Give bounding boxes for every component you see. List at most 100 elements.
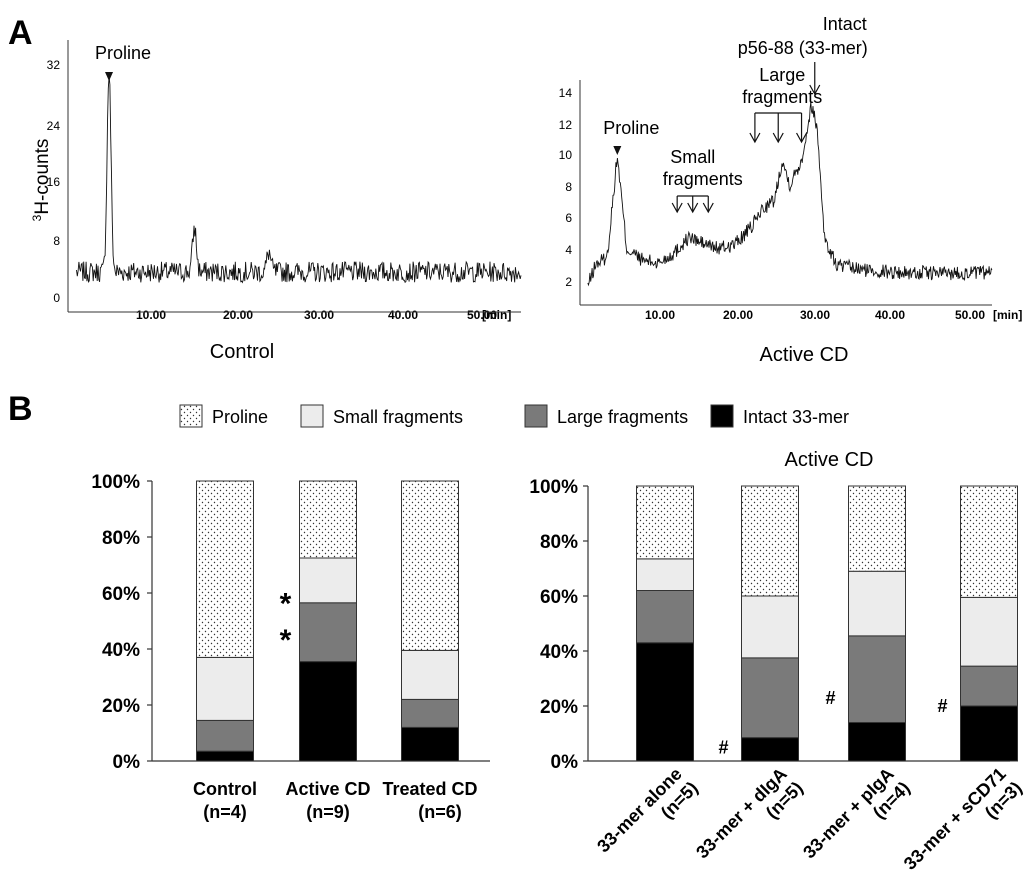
annotation-label: Small bbox=[670, 147, 715, 167]
significance-marker: # bbox=[825, 688, 835, 708]
y-tick-label: 80% bbox=[540, 532, 578, 553]
bar-segment bbox=[299, 602, 357, 663]
annotation-arrowhead bbox=[809, 84, 821, 96]
chromatogram-active-cd: 10.00 20.00 30.00 40.00 50.00 2 4 6 8 10 12 14 Pro… bbox=[559, 14, 1023, 366]
bar-segment bbox=[196, 656, 254, 721]
y-tick-label: 16 bbox=[47, 175, 61, 189]
bar-segment bbox=[196, 719, 254, 752]
annotation-label: Proline bbox=[603, 118, 659, 138]
y-tick-label: 24 bbox=[47, 119, 61, 133]
chart-caption: Active CD bbox=[760, 344, 849, 366]
y-tick-label: 100% bbox=[91, 472, 140, 493]
y-tick-label: 60% bbox=[102, 584, 140, 605]
y-tick-label: 40% bbox=[540, 642, 578, 663]
chromatogram-trace bbox=[587, 102, 993, 287]
bar-segment bbox=[401, 726, 459, 762]
significance-marker: * bbox=[280, 587, 292, 620]
bar-segment bbox=[636, 485, 694, 560]
bar-chart-groups: 0% 20% 40% 60% 80% 100% Control (n=4) Active CD (… bbox=[91, 472, 490, 822]
x-category-n: (n=4) bbox=[203, 802, 247, 822]
bar-segment bbox=[960, 485, 1018, 598]
chromatogram-control: 3H-counts 10.00 20.00 30.00 40.00 50.00 0816… bbox=[30, 40, 522, 363]
legend: Proline Small fragments Large fragments Int… bbox=[179, 404, 849, 428]
legend-label: Proline bbox=[212, 407, 268, 427]
x-tick-label: 30.00 bbox=[800, 308, 830, 322]
bar-segment bbox=[741, 595, 799, 659]
bar-segment bbox=[401, 480, 459, 651]
bar-segment bbox=[196, 480, 254, 658]
y-tick-label: 12 bbox=[559, 118, 573, 132]
x-tick-label: 30.00 bbox=[304, 308, 334, 322]
bar-segment bbox=[848, 722, 906, 762]
annotation-label: fragments bbox=[663, 169, 743, 189]
annotation-marker bbox=[613, 146, 622, 155]
x-tick-label: 40.00 bbox=[388, 308, 418, 322]
x-tick-label: 20.00 bbox=[223, 308, 253, 322]
bar-segment bbox=[299, 661, 357, 762]
legend-label: Intact 33-mer bbox=[743, 407, 849, 427]
y-tick-label: 0% bbox=[551, 752, 579, 773]
annotation-arrowhead bbox=[772, 132, 784, 144]
significance-marker: * bbox=[280, 624, 292, 657]
panel-label-b: B bbox=[8, 390, 33, 428]
bar-segment bbox=[960, 596, 1018, 667]
legend-swatch bbox=[524, 404, 548, 428]
y-tick-label: 10 bbox=[559, 148, 573, 162]
x-tick-label: 50.00 bbox=[955, 308, 985, 322]
y-tick-label: 40% bbox=[102, 640, 140, 661]
bar-segment bbox=[741, 737, 799, 762]
annotation-label: fragments bbox=[742, 87, 822, 107]
bar-segment bbox=[848, 485, 906, 572]
y-tick-label: 4 bbox=[565, 243, 572, 257]
y-tick-label: 8 bbox=[565, 180, 572, 194]
y-tick-label: 20% bbox=[102, 696, 140, 717]
bar-segment bbox=[636, 642, 694, 762]
y-tick-label: 2 bbox=[565, 275, 572, 289]
y-tick-label: 60% bbox=[540, 587, 578, 608]
bar-segment bbox=[960, 665, 1018, 707]
x-tick-label: 10.00 bbox=[136, 308, 166, 322]
y-tick-label: 8 bbox=[53, 234, 60, 248]
y-axis-label: 3H-counts bbox=[30, 139, 53, 222]
x-category-n: (n=9) bbox=[306, 802, 350, 822]
bar-segment bbox=[299, 480, 357, 559]
panel-label-a: A bbox=[8, 14, 33, 52]
bar-chart-active-cd: Active CD 0%20%40%60%80%100%33-mer alone… bbox=[529, 449, 1025, 874]
bar-segment bbox=[401, 649, 459, 700]
legend-label: Small fragments bbox=[333, 407, 463, 427]
y-axis-label-superscript: 3 bbox=[30, 214, 44, 221]
annotation-arrowhead bbox=[671, 202, 683, 214]
annotation-marker bbox=[105, 72, 114, 81]
y-tick-label: 100% bbox=[529, 477, 578, 498]
y-tick-label: 20% bbox=[540, 697, 578, 718]
bar-segment bbox=[636, 558, 694, 591]
annotation-arrowhead bbox=[749, 132, 761, 144]
legend-swatch bbox=[300, 404, 324, 428]
x-category-label: Treated CD bbox=[382, 779, 477, 799]
annotation-arrowhead bbox=[687, 202, 699, 214]
annotation-arrowhead bbox=[796, 132, 808, 144]
x-axis-unit: [min] bbox=[993, 308, 1022, 322]
bar-segment bbox=[848, 635, 906, 723]
x-category-label: Active CD bbox=[285, 779, 370, 799]
annotation-label: Proline bbox=[95, 43, 151, 63]
x-category-label: Control bbox=[193, 779, 257, 799]
x-tick-label: 40.00 bbox=[875, 308, 905, 322]
bar-segment bbox=[401, 698, 459, 728]
y-tick-label: 6 bbox=[565, 211, 572, 225]
y-tick-label: 80% bbox=[102, 528, 140, 549]
annotation-label: Large bbox=[759, 65, 805, 85]
y-tick-label: 32 bbox=[47, 58, 61, 72]
legend-label: Large fragments bbox=[557, 407, 688, 427]
chart-title: Active CD bbox=[785, 449, 874, 471]
significance-marker: # bbox=[937, 696, 947, 716]
significance-marker: # bbox=[718, 737, 728, 757]
bar-segment bbox=[196, 750, 254, 762]
x-category-n: (n=6) bbox=[418, 802, 462, 822]
annotation-arrowhead bbox=[702, 202, 714, 214]
annotation-label: p56-88 (33-mer) bbox=[738, 38, 868, 58]
bar-segment bbox=[299, 557, 357, 604]
bar-segment bbox=[960, 705, 1018, 762]
y-axis-label-main: H-counts bbox=[32, 139, 53, 215]
